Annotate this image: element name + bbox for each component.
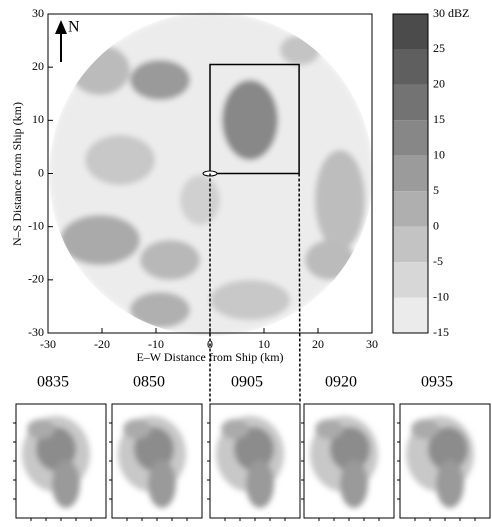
colorbar-label: 15 xyxy=(433,112,445,126)
panel-title: 0905 xyxy=(231,374,263,391)
colorbar-band xyxy=(393,49,428,85)
north-arrowhead xyxy=(55,20,67,34)
colorbar-band xyxy=(393,191,428,227)
echo xyxy=(315,419,343,439)
x-tick-label: 20 xyxy=(312,337,324,351)
panel-title: 0920 xyxy=(325,374,357,391)
y-tick-label: 20 xyxy=(32,59,44,73)
panel-title: 0850 xyxy=(133,374,165,391)
x-tick-label: -30 xyxy=(40,337,56,351)
colorbar-label: 0 xyxy=(433,218,439,232)
colorbar-band xyxy=(393,84,428,121)
colorbar-band xyxy=(393,14,428,50)
x-tick-label: -20 xyxy=(94,337,110,351)
echo xyxy=(148,460,176,508)
colorbar-frame xyxy=(392,13,429,334)
y-tick-label: 0 xyxy=(38,165,44,179)
colorbar-label: -15 xyxy=(433,325,449,339)
echo xyxy=(221,419,249,439)
colorbar-label: 25 xyxy=(433,41,445,55)
panel-title: 0935 xyxy=(421,374,453,391)
echo xyxy=(340,460,368,508)
echo xyxy=(234,427,274,471)
echo xyxy=(411,419,439,439)
north-label: N xyxy=(68,19,80,36)
panel-echoes xyxy=(118,416,186,508)
colorbar-label: 5 xyxy=(433,183,439,197)
colorbar-band xyxy=(393,262,428,298)
colorbar-band xyxy=(393,155,428,192)
x-axis-label: E–W Distance from Ship (km) xyxy=(136,350,283,364)
colorbar-label: 20 xyxy=(433,77,445,91)
y-tick-label: 10 xyxy=(32,112,44,126)
echo xyxy=(123,419,151,439)
y-tick-label: -20 xyxy=(28,272,44,286)
panel-echoes xyxy=(216,416,284,508)
x-tick-label: 10 xyxy=(258,337,270,351)
zoom-box xyxy=(209,63,300,175)
colorbar-label: 30 dBZ xyxy=(433,6,469,20)
echo xyxy=(330,427,370,471)
echo xyxy=(52,460,80,508)
x-tick-label: 30 xyxy=(366,337,378,351)
echo xyxy=(428,427,468,471)
echo xyxy=(134,427,174,471)
connector xyxy=(298,173,301,405)
y-axis-label: N–S Distance from Ship (km) xyxy=(10,102,24,246)
echo xyxy=(27,419,55,439)
colorbar-label: -5 xyxy=(433,254,443,268)
colorbar-band xyxy=(393,120,428,156)
colorbar-band xyxy=(393,297,428,333)
colorbar-band xyxy=(393,226,428,263)
echo xyxy=(436,460,464,508)
echo xyxy=(246,460,274,508)
x-tick-label: -10 xyxy=(148,337,164,351)
y-tick-label: -10 xyxy=(28,218,44,232)
panel-title: 0835 xyxy=(37,374,69,391)
panel-echoes xyxy=(310,416,378,508)
panel-echoes xyxy=(406,416,474,508)
y-tick-label: 30 xyxy=(32,6,44,20)
y-tick-label: -30 xyxy=(28,325,44,339)
colorbar-label: 10 xyxy=(433,148,445,162)
panel-echoes xyxy=(22,416,90,508)
colorbar-label: -10 xyxy=(433,289,449,303)
